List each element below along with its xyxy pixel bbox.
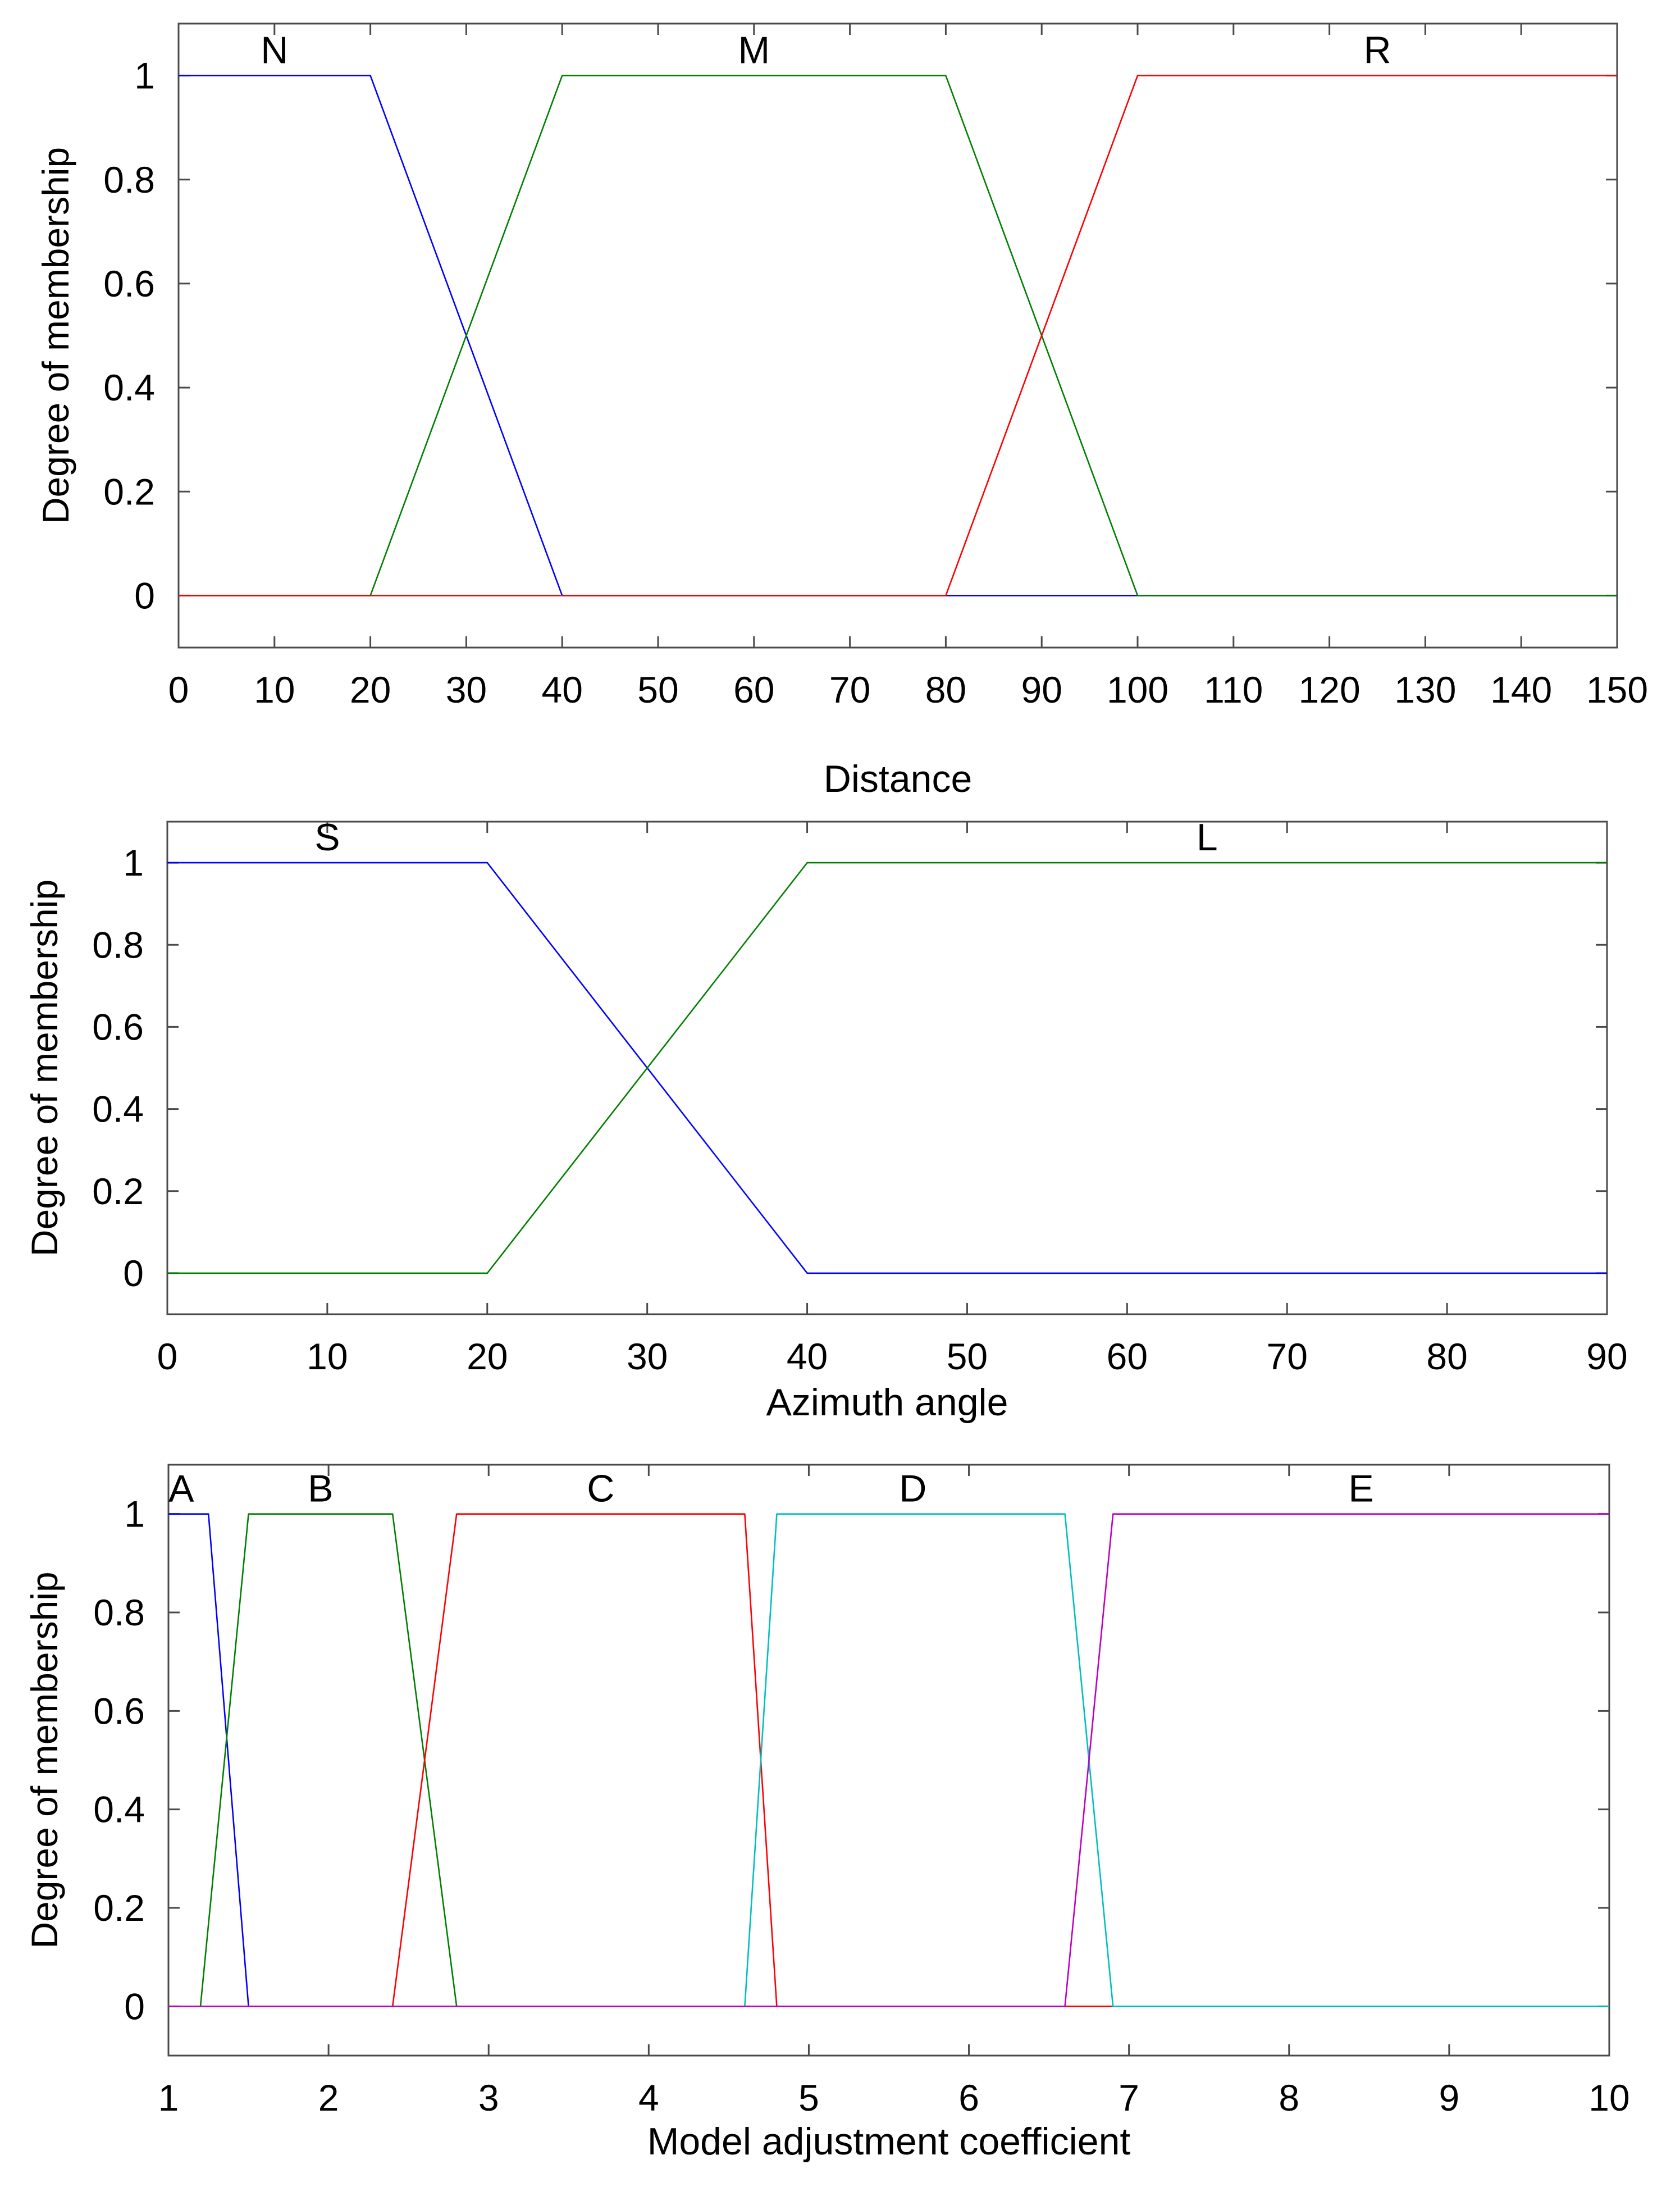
x-tick-label: 70 <box>1267 1336 1308 1377</box>
x-tick-label: 100 <box>1107 669 1168 710</box>
y-tick-label: 0 <box>134 575 155 616</box>
y-axis-label: Degree of membership <box>24 880 65 1256</box>
x-tick-label: 20 <box>350 669 391 710</box>
series-label-B: B <box>308 1468 333 1510</box>
y-tick-label: 0.8 <box>93 1592 145 1633</box>
x-tick-label: 110 <box>1204 669 1263 710</box>
x-tick-label: 130 <box>1394 669 1456 710</box>
series-line-R <box>179 75 1617 596</box>
x-tick-label: 140 <box>1490 669 1552 710</box>
series-label-L: L <box>1197 816 1218 859</box>
x-tick-label: 50 <box>637 669 678 710</box>
y-tick-label: 0 <box>124 1985 145 2027</box>
y-tick-label: 0.6 <box>92 1006 144 1047</box>
x-tick-label: 5 <box>798 2077 819 2118</box>
x-tick-label: 60 <box>733 669 774 710</box>
x-tick-label: 8 <box>1279 2077 1299 2118</box>
x-tick-label: 0 <box>157 1336 178 1377</box>
y-axis-label: Degree of membership <box>35 147 76 524</box>
x-tick-label: 120 <box>1299 669 1361 710</box>
x-tick-label: 2 <box>318 2077 339 2118</box>
x-tick-label: 6 <box>958 2077 979 2118</box>
x-tick-label: 40 <box>787 1336 828 1377</box>
series-label-N: N <box>261 29 288 72</box>
series-label-A: A <box>168 1468 194 1510</box>
y-tick-label: 1 <box>134 55 155 97</box>
y-tick-label: 1 <box>124 1493 145 1535</box>
y-tick-label: 0.6 <box>93 1690 145 1732</box>
y-tick-label: 0.2 <box>103 471 155 512</box>
x-tick-label: 70 <box>829 669 870 710</box>
x-tick-label: 80 <box>925 669 966 710</box>
azimuth-membership-panel: 0 10 20 30 40 50 60 70 80 90 0 0.2 0.4 0.6 0.8 1 Azimuth… <box>24 816 1628 1424</box>
plot-frame <box>177 22 1618 649</box>
x-tick-label: 9 <box>1439 2077 1460 2118</box>
y-axis-label: Degree of membership <box>24 1571 65 1948</box>
x-tick-label: 30 <box>446 669 487 710</box>
x-axis-label: Azimuth angle <box>766 1381 1008 1424</box>
series-label-C: C <box>587 1468 614 1510</box>
plot-frame <box>167 1464 1610 2057</box>
x-tick-label: 90 <box>1586 1336 1627 1377</box>
x-tick-label: 7 <box>1119 2077 1139 2118</box>
x-tick-label: 40 <box>541 669 582 710</box>
y-tick-label: 0 <box>123 1252 144 1294</box>
series-label-E: E <box>1348 1468 1373 1510</box>
series-label-M: M <box>738 29 770 72</box>
x-tick-label: 60 <box>1107 1336 1148 1377</box>
series-label-S: S <box>314 816 340 859</box>
x-tick-label: 30 <box>627 1336 668 1377</box>
y-tick-label: 0.2 <box>92 1170 144 1212</box>
series-line-L <box>167 862 1607 1274</box>
x-tick-label: 10 <box>1588 2077 1629 2118</box>
x-tick-label: 90 <box>1021 669 1062 710</box>
y-tick-label: 0.4 <box>93 1789 145 1830</box>
x-tick-label: 4 <box>638 2077 659 2118</box>
series-label-R: R <box>1363 29 1391 72</box>
x-tick-label: 20 <box>467 1336 508 1377</box>
x-tick-label: 10 <box>254 669 295 710</box>
series-line-E <box>168 1513 1609 2007</box>
y-tick-label: 0.2 <box>93 1887 145 1929</box>
x-tick-label: 150 <box>1586 669 1648 710</box>
x-axis-label: Model adjustment coefficient <box>647 2120 1131 2163</box>
y-tick-label: 0.4 <box>103 367 155 408</box>
y-tick-label: 1 <box>123 842 144 883</box>
x-tick-label: 80 <box>1426 1336 1467 1377</box>
y-tick-label: 0.8 <box>92 924 144 965</box>
coefficient-membership-panel: 1 2 3 4 5 6 7 8 9 10 0 0.2 0.4 0.6 0.8 1 Model adjustmen… <box>24 1464 1630 2163</box>
x-tick-label: 1 <box>158 2077 179 2118</box>
y-tick-label: 0.4 <box>92 1088 144 1130</box>
x-axis-label: Distance <box>824 758 973 800</box>
y-tick-label: 0.6 <box>103 263 155 304</box>
x-tick-label: 3 <box>478 2077 499 2118</box>
x-tick-label: 10 <box>307 1336 348 1377</box>
distance-membership-panel: 0 10 20 30 40 50 60 70 80 90 100 110 120 130 140 150 0 0.… <box>35 22 1648 800</box>
y-tick-label: 0.8 <box>103 159 155 201</box>
plot-frame <box>166 821 1608 1315</box>
series-label-D: D <box>899 1468 926 1510</box>
x-tick-label: 0 <box>168 669 189 710</box>
x-tick-label: 50 <box>947 1336 988 1377</box>
